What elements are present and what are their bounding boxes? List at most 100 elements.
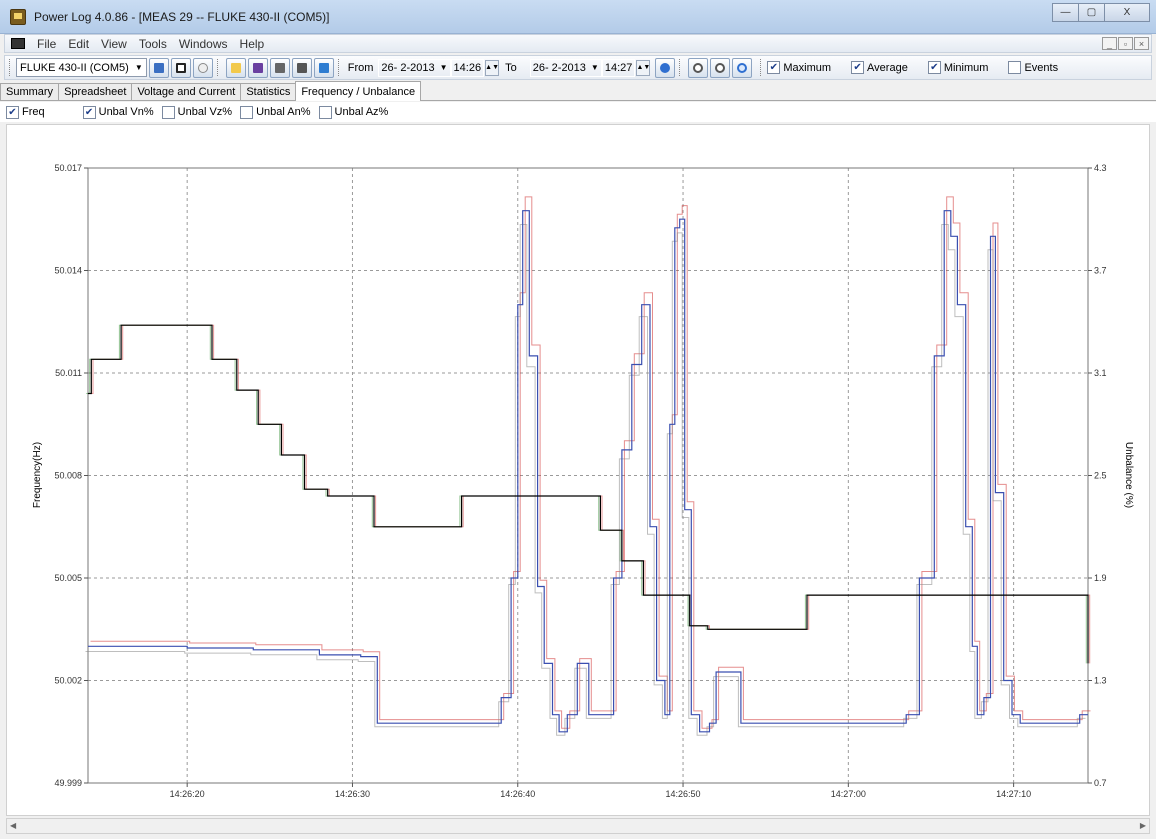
menu-edit[interactable]: Edit (68, 36, 90, 51)
y-tick-label: 50.002 (54, 676, 82, 686)
y2-axis-ticks: 4.3 3.7 3.1 2.5 1.9 1.3 0.7 (1088, 163, 1107, 788)
minimize-button[interactable]: — (1052, 3, 1079, 22)
unbal-vn-toggle[interactable]: ✔ Unbal Vn% (82, 105, 154, 119)
unbal-an-toggle[interactable]: Unbal An% (240, 105, 311, 119)
print-button[interactable] (269, 57, 290, 78)
unbal-az-toggle[interactable]: Unbal Az% (318, 105, 388, 119)
menu-file[interactable]: File (37, 36, 57, 51)
x-tick-label: 14:26:40 (500, 789, 535, 799)
y-axis-ticks: 50.017 50.014 50.011 50.008 50.005 50.002 49.9… (54, 163, 88, 788)
y2-tick-label: 1.9 (1094, 573, 1107, 583)
x-axis-ticks: 14:26:20 14:26:30 14:26:40 14:26:50 14:27:00… (170, 783, 1031, 799)
x-tick-label: 14:27:10 (996, 789, 1031, 799)
tab-voltage-and-current[interactable]: Voltage and Current (131, 83, 242, 100)
chart-grid (88, 168, 1088, 783)
average-checkbox[interactable]: ✔ (851, 61, 865, 74)
from-date-value: 26- 2-2013 (381, 61, 435, 74)
zoom-out-button[interactable] (710, 57, 731, 78)
download-button[interactable] (148, 57, 169, 78)
scroll-left-icon[interactable]: ◀ (10, 821, 17, 830)
horizontal-scrollbar[interactable]: ◀ ▶ (6, 818, 1150, 834)
maximum-checkbox[interactable]: ✔ (767, 61, 781, 74)
device-select[interactable]: FLUKE 430-II (COM5) ▼ (16, 58, 147, 77)
maximum-toggle[interactable]: ✔ Maximum (767, 61, 831, 74)
open-button[interactable] (225, 57, 246, 78)
average-toggle[interactable]: ✔ Average (851, 61, 908, 74)
document-icon[interactable] (11, 38, 25, 49)
freq-toggle[interactable]: ✔ Freq (6, 105, 45, 119)
unbal-vz-checkbox[interactable] (161, 105, 175, 119)
toolbar-separator (216, 59, 220, 76)
y2-tick-label: 3.7 (1094, 266, 1107, 276)
x-tick-label: 14:27:00 (831, 789, 866, 799)
toolbar-separator (760, 59, 763, 76)
y-tick-label: 50.011 (55, 368, 82, 378)
freq-checkbox[interactable]: ✔ (6, 105, 19, 119)
menu-view[interactable]: View (101, 36, 127, 51)
unbal-vz-label: Unbal Vz% (177, 106, 233, 118)
minimum-label: Minimum (943, 61, 989, 74)
menu-tools[interactable]: Tools (138, 36, 167, 51)
copy-button[interactable] (291, 57, 312, 78)
unbal-vn-checkbox[interactable]: ✔ (82, 105, 96, 119)
y2-tick-label: 4.3 (1094, 163, 1107, 173)
zoom-fit-icon (737, 62, 748, 73)
unbal-vz-toggle[interactable]: Unbal Vz% (161, 105, 233, 119)
from-time-field[interactable]: 14:26 (450, 58, 485, 77)
x-tick-label: 14:26:50 (666, 789, 701, 799)
mdi-restore-button[interactable]: ▫ (1118, 37, 1133, 50)
y2-tick-label: 2.5 (1094, 471, 1107, 481)
tab-statistics[interactable]: Statistics (240, 83, 297, 100)
menu-windows[interactable]: Windows (178, 36, 228, 51)
title-bar: Power Log 4.0.86 - [MEAS 29 -- FLUKE 430… (0, 0, 1156, 34)
to-time-field[interactable]: 14:27 (601, 58, 636, 77)
unbal-vn-label: Unbal Vn% (98, 106, 154, 118)
y-tick-label: 50.005 (54, 573, 82, 583)
device-button[interactable] (170, 57, 191, 78)
y2-tick-label: 3.1 (1094, 368, 1107, 378)
zoom-in-button[interactable] (688, 57, 709, 78)
tab-summary[interactable]: Summary (0, 83, 60, 100)
menu-bar: File Edit View Tools Windows Help _ ▫ × (4, 34, 1152, 53)
mdi-controls: _ ▫ × (1102, 37, 1149, 50)
y-tick-label: 50.008 (54, 471, 82, 481)
chart-series (85, 196, 1091, 736)
zoom-fit-button[interactable] (732, 57, 753, 78)
folder-icon (230, 62, 241, 73)
minimum-checkbox[interactable]: ✔ (927, 61, 941, 74)
app-icon (10, 9, 26, 25)
device-icon (175, 62, 186, 73)
tab-spreadsheet[interactable]: Spreadsheet (58, 83, 133, 100)
y-tick-label: 50.017 (54, 163, 82, 173)
clock-button[interactable] (192, 57, 213, 78)
from-date-picker[interactable]: 26- 2-2013 ▼ (378, 58, 451, 77)
toolbar-grip[interactable] (9, 59, 12, 76)
copy-icon (296, 62, 307, 73)
zoom-in-icon (693, 62, 704, 73)
menu-help[interactable]: Help (239, 36, 265, 51)
to-date-picker[interactable]: 26- 2-2013 ▼ (529, 58, 602, 77)
unbal-an-checkbox[interactable] (240, 105, 254, 119)
from-time-spinner[interactable]: ▲▼ (485, 59, 500, 76)
close-button[interactable]: X (1104, 3, 1150, 22)
unbal-az-checkbox[interactable] (318, 105, 332, 119)
maximize-button[interactable]: ▢ (1078, 3, 1105, 22)
frequency-unbalance-chart[interactable]: 50.017 50.014 50.011 50.008 50.005 50.002 49.9… (7, 125, 1149, 815)
mdi-close-button[interactable]: × (1134, 37, 1149, 50)
clock-icon (197, 62, 208, 73)
y2-tick-label: 1.3 (1094, 676, 1107, 686)
mdi-minimize-button[interactable]: _ (1102, 37, 1117, 50)
toolbar-separator (679, 59, 682, 76)
export-button[interactable] (313, 57, 334, 78)
device-select-value: FLUKE 430-II (COM5) (20, 61, 129, 74)
y-axis-label: Frequency(Hz) (32, 442, 43, 508)
scroll-right-icon[interactable]: ▶ (1139, 821, 1146, 830)
tab-frequency-unbalance[interactable]: Frequency / Unbalance (295, 81, 422, 101)
save-button[interactable] (247, 57, 268, 78)
apply-range-button[interactable] (655, 57, 676, 78)
to-time-spinner[interactable]: ▲▼ (636, 59, 651, 76)
events-toggle[interactable]: Events (1008, 61, 1058, 74)
minimum-toggle[interactable]: ✔ Minimum (927, 61, 989, 74)
events-checkbox[interactable] (1008, 61, 1022, 74)
y-tick-label: 50.014 (54, 266, 82, 276)
